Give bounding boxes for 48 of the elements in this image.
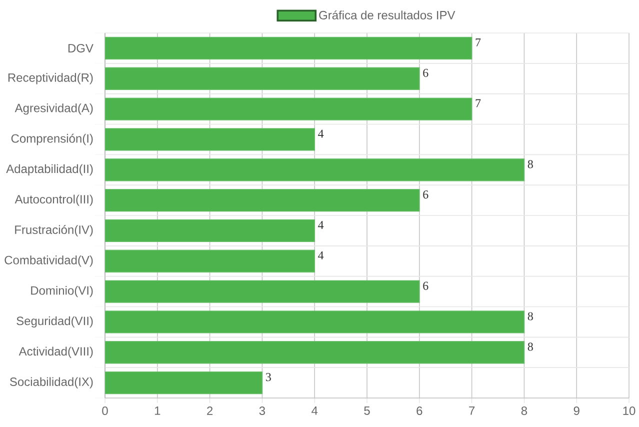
data-label: 7 xyxy=(476,99,481,108)
y-tick-label: Dominio(VI) xyxy=(31,286,93,298)
y-tick-label: Combatividad(V) xyxy=(4,256,93,267)
bar xyxy=(105,36,472,60)
x-tick-label: 0 xyxy=(102,406,108,416)
bar xyxy=(105,310,525,334)
x-tick-label: 2 xyxy=(207,406,213,415)
bar xyxy=(105,280,420,303)
data-label: 3 xyxy=(266,373,271,382)
x-tick-label: 5 xyxy=(364,406,370,415)
x-tick-label: 7 xyxy=(469,406,475,415)
bar xyxy=(105,250,315,272)
data-label: 6 xyxy=(423,190,428,199)
y-tick-label: Agresividad(A) xyxy=(14,103,93,115)
data-label: 6 xyxy=(423,68,428,77)
x-tick-label: 4 xyxy=(312,406,318,415)
data-label: 4 xyxy=(318,220,324,229)
x-tick-label: 8 xyxy=(521,406,528,416)
y-tick-label: Adaptabilidad(II) xyxy=(6,164,93,176)
bar xyxy=(105,98,472,120)
data-label: 8 xyxy=(528,312,533,320)
bar xyxy=(105,219,315,242)
y-tick-label: Seguridad(VII) xyxy=(16,316,93,328)
x-tick-label: 1 xyxy=(154,406,160,415)
data-label: 4 xyxy=(318,130,324,138)
bar xyxy=(105,128,315,151)
x-tick-label: 3 xyxy=(259,406,266,416)
bar xyxy=(105,158,525,182)
y-tick-label: Frustración(IV) xyxy=(15,225,93,236)
bar xyxy=(105,67,420,90)
data-label: 4 xyxy=(318,251,324,260)
y-tick-label: Actividad(VIII) xyxy=(18,346,93,358)
y-tick-label: Autocontrol(III) xyxy=(14,194,93,206)
y-tick-label: Sociabilidad(IX) xyxy=(10,377,93,388)
data-label: 8 xyxy=(528,342,533,351)
y-tick-label: Comprensión(I) xyxy=(11,134,93,146)
bar xyxy=(105,188,420,212)
y-tick-label: DGV xyxy=(68,44,94,52)
data-label: 7 xyxy=(476,38,481,46)
data-label: 8 xyxy=(528,160,533,168)
bar xyxy=(105,371,263,394)
legend-label: Gráfica de resultados IPV xyxy=(319,10,456,20)
bar xyxy=(105,341,525,364)
x-tick-label: 6 xyxy=(416,406,422,416)
x-tick-label: 10 xyxy=(623,406,636,416)
x-tick-label: 9 xyxy=(574,406,580,416)
data-label: 6 xyxy=(423,282,428,290)
y-tick-label: Receptividad(R) xyxy=(8,73,93,84)
